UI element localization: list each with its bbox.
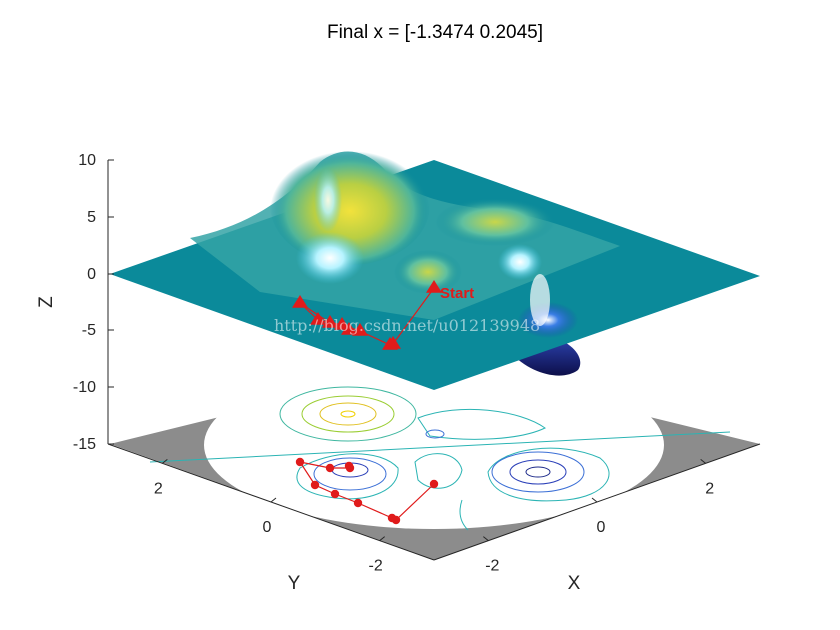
floor-path-point	[353, 498, 363, 508]
x-tick-label: 0	[597, 519, 606, 536]
contour-hill	[417, 408, 546, 440]
floor-path-point	[325, 463, 335, 473]
floor-path-point	[295, 457, 305, 467]
surface-path-marker	[292, 295, 308, 308]
z-tick-label: -10	[73, 379, 96, 396]
floor-path	[295, 457, 439, 525]
surface-path-marker	[382, 337, 398, 350]
contour-peak-core	[340, 410, 356, 418]
surface-peak	[270, 145, 430, 265]
y-tick-label: 2	[154, 480, 163, 497]
x-axis-label: X	[568, 573, 581, 594]
surface-bump	[394, 250, 462, 294]
contour-peak-mid	[301, 395, 395, 433]
x-tick-mark	[700, 458, 706, 464]
contour-right-inner	[509, 459, 567, 485]
contour-left-outer	[296, 453, 399, 500]
floor-path-point	[429, 479, 439, 489]
contour-peak-outer	[279, 386, 417, 442]
surface-path-marker	[341, 322, 357, 335]
contour-left-mid	[313, 457, 387, 491]
z-tick-label: -15	[73, 436, 96, 453]
surface-path-marker	[426, 280, 442, 293]
surface-highlight-peak	[314, 168, 342, 232]
z-ticks: 10 5 0 -5 -10 -15	[73, 152, 114, 453]
y-tick-mark	[162, 458, 168, 464]
y-axis-label: Y	[288, 573, 301, 594]
surface-path-marker	[352, 323, 368, 336]
surface-path	[292, 280, 442, 350]
z-tick-label: 10	[78, 152, 96, 169]
surface-path-marker	[334, 317, 350, 330]
surface-specular	[530, 274, 550, 326]
chart-title: Final x = [-1.3474 0.2045]	[327, 22, 543, 43]
contour-right-core	[525, 466, 551, 478]
surface	[110, 145, 760, 390]
surface-hill	[435, 198, 555, 246]
y-ticks: 2 0 -2	[154, 458, 385, 575]
contour-peak-inner	[319, 402, 377, 426]
z-tick-label: 0	[87, 266, 96, 283]
floor-path-point	[387, 513, 397, 523]
start-label: Start	[440, 285, 474, 302]
surface-path-marker	[322, 315, 338, 328]
x-tick-label: -2	[485, 558, 499, 575]
floor-path-point	[310, 480, 320, 490]
floor-plane	[110, 361, 760, 560]
contour-right-mid	[491, 451, 585, 493]
y-tick-label: -2	[369, 558, 383, 575]
contour-tail	[459, 499, 469, 531]
contour-saddle	[414, 453, 463, 489]
contour-right-outer	[487, 447, 610, 502]
watermark: http://blog.csdn.net/u012139948	[274, 316, 540, 335]
x-ticks: -2 0 2	[483, 458, 714, 575]
floor-path-point	[344, 461, 354, 471]
z-axis-label: Z	[36, 296, 57, 308]
z-tick-label: -5	[82, 322, 96, 339]
contour-line	[149, 431, 731, 463]
floor-path-point	[330, 489, 340, 499]
x-tick-label: 2	[705, 480, 714, 497]
x-tick-mark	[483, 536, 489, 542]
surface-path-marker	[310, 312, 326, 325]
y-tick-mark	[270, 497, 277, 503]
contour-small	[425, 429, 445, 439]
z-tick-label: 5	[87, 209, 96, 226]
surface-highlight-left	[296, 232, 364, 284]
x-tick-mark	[591, 497, 598, 503]
surface-highlight-right	[498, 244, 542, 280]
y-tick-label: 0	[263, 519, 272, 536]
y-tick-mark	[379, 536, 385, 542]
